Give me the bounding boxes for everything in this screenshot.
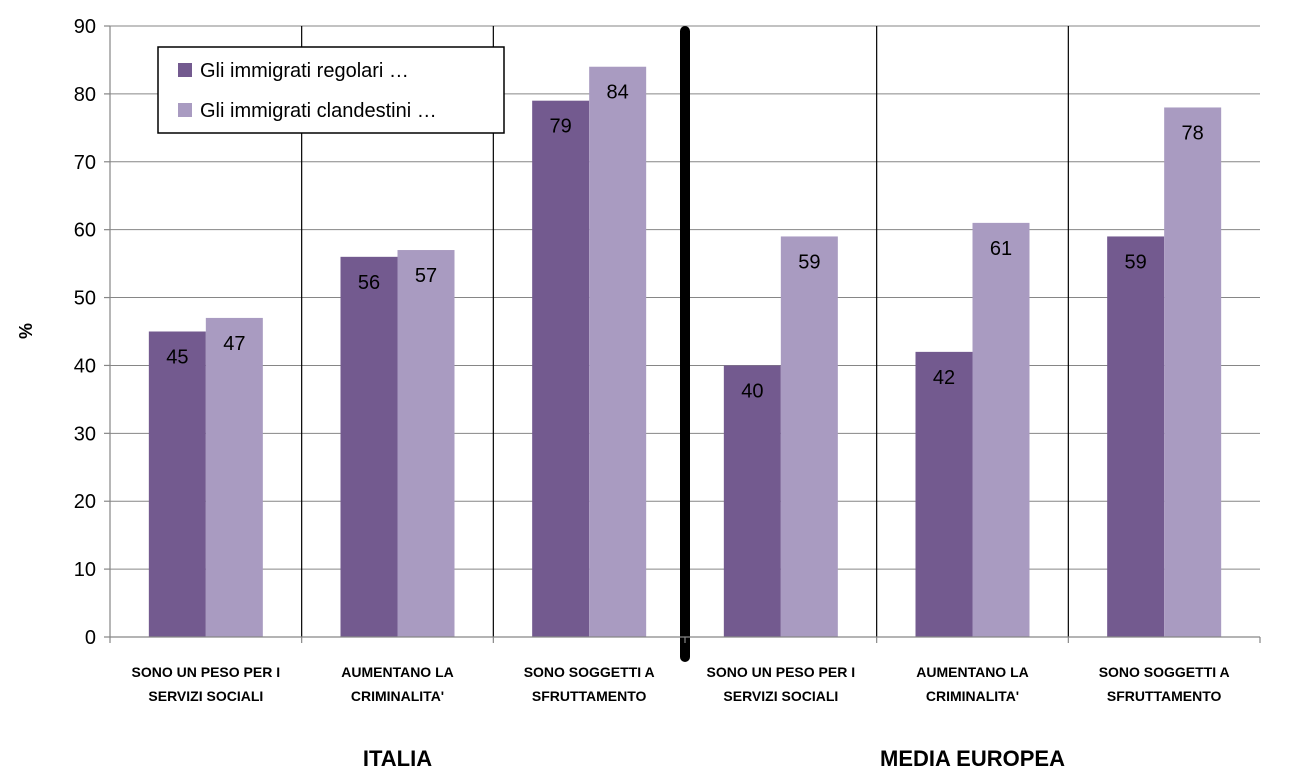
y-tick-labels: 0 10 20 30 40 50 60 70 80 90 — [74, 16, 96, 649]
x-tick-label: SFRUTTAMENTO — [532, 688, 647, 704]
x-tick-label: AUMENTANO LA — [916, 664, 1029, 680]
y-tick-label: 90 — [74, 16, 96, 38]
bar-clandestini — [205, 317, 263, 637]
x-tick-label: SERVIZI SOCIALI — [148, 688, 263, 704]
group-label: ITALIA — [363, 746, 432, 768]
bar-clandestini — [1164, 107, 1222, 637]
bar-regolari — [723, 365, 781, 637]
y-tick-label: 20 — [74, 491, 96, 513]
x-tick-label: SFRUTTAMENTO — [1107, 688, 1222, 704]
x-tick-label: SONO SOGGETTI A — [1099, 664, 1230, 680]
data-label: 45 — [166, 347, 188, 369]
data-label: 40 — [741, 380, 763, 402]
y-tick-label: 40 — [74, 355, 96, 377]
x-tick-label: CRIMINALITA' — [926, 688, 1019, 704]
data-label: 78 — [1182, 122, 1204, 144]
data-label: 59 — [798, 251, 820, 273]
legend-box — [157, 46, 505, 134]
bar-regolari — [915, 351, 973, 637]
y-tick-label: 10 — [74, 559, 96, 581]
bar-regolari — [1107, 236, 1165, 637]
bar-regolari — [340, 256, 398, 637]
x-tick-label: SONO UN PESO PER I — [707, 664, 856, 680]
data-label: 57 — [415, 265, 437, 287]
y-tick-label: 70 — [74, 152, 96, 174]
data-label: 56 — [358, 272, 380, 294]
group-labels: ITALIA MEDIA EUROPEA — [363, 746, 1065, 768]
group-label: MEDIA EUROPEA — [880, 746, 1065, 768]
y-tick-label: 80 — [74, 84, 96, 106]
x-tick-label: CRIMINALITA' — [351, 688, 444, 704]
data-label: 79 — [550, 116, 572, 138]
axes — [104, 25, 1261, 643]
legend: Gli immigrati regolari … Gli immigrati c… — [157, 46, 505, 134]
x-tick-label: AUMENTANO LA — [341, 664, 454, 680]
y-tick-label: 30 — [74, 423, 96, 445]
x-tick-label: SONO UN PESO PER I — [132, 664, 281, 680]
bar-regolari — [148, 331, 206, 637]
bar-clandestini — [780, 236, 838, 637]
bar-regolari — [532, 100, 590, 637]
bar-clandestini — [397, 250, 455, 638]
data-label: 47 — [223, 333, 245, 355]
y-tick-label: 0 — [85, 627, 96, 649]
legend-swatch-regolari — [178, 63, 192, 77]
data-label: 61 — [990, 238, 1012, 260]
legend-swatch-clandestini — [178, 103, 192, 117]
x-tick-label: SONO SOGGETTI A — [524, 664, 655, 680]
x-tick-label: SERVIZI SOCIALI — [723, 688, 838, 704]
legend-entry-clandestini: Gli immigrati clandestini … — [200, 100, 437, 122]
y-tick-label: 50 — [74, 288, 96, 310]
y-tick-label: 60 — [74, 220, 96, 242]
bar-clandestini — [589, 66, 647, 637]
data-labels: 45 47 56 57 79 84 40 59 42 61 59 78 — [166, 82, 1204, 403]
data-label: 84 — [607, 82, 629, 104]
data-label: 59 — [1125, 251, 1147, 273]
bar-clandestini — [972, 222, 1030, 637]
legend-entry-regolari: Gli immigrati regolari … — [200, 60, 409, 82]
category-labels: SONO UN PESO PER I SERVIZI SOCIALI AUMENTA… — [132, 664, 1230, 704]
bars — [148, 66, 1222, 638]
y-axis-label: % — [16, 323, 36, 339]
data-label: 42 — [933, 367, 955, 389]
